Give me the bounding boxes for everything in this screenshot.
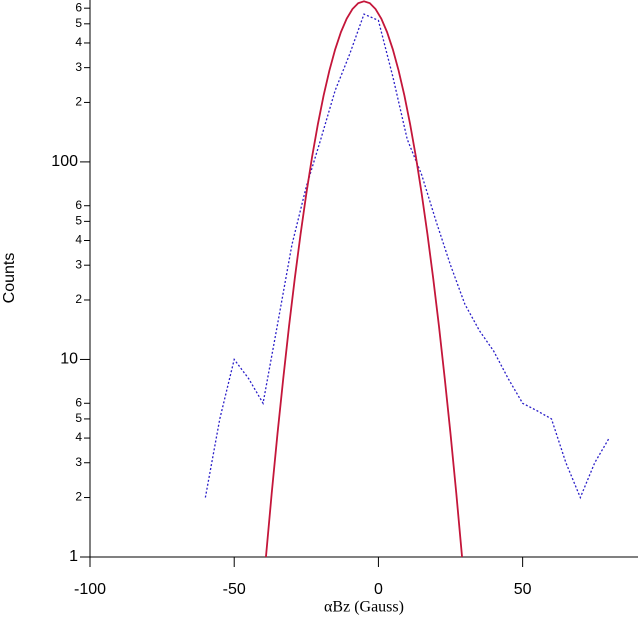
x-axis-label: αBz (Gauss) [324,599,404,616]
y-tick-label: 10 [60,351,78,368]
y-tick-label: 2 [75,95,82,109]
y-tick-label: 4 [75,233,82,247]
y-tick-label: 5 [75,411,82,425]
data-line [204,13,610,500]
data-line [265,0,463,558]
y-axis-label: Counts [1,253,18,304]
y-tick-label: 6 [75,395,82,409]
y-tick-label: 2 [75,292,82,306]
y-tick-label: 6 [75,0,82,14]
y-tick-label: 3 [75,455,82,469]
y-tick-label: 1 [69,548,78,565]
y-tick-label: 5 [75,16,82,30]
y-tick-label: 3 [75,257,82,271]
x-tick-label: 50 [514,581,532,598]
x-tick-label: -100 [74,581,106,598]
y-tick-label: 2 [75,490,82,504]
x-tick-label: -50 [223,581,246,598]
y-tick-label: 5 [75,214,82,228]
y-tick-label: 4 [75,35,82,49]
y-tick-label: 100 [51,153,78,170]
y-tick-label: 4 [75,430,82,444]
y-tick-label: 6 [75,198,82,212]
x-tick-label: 0 [374,581,383,598]
y-tick-label: 3 [75,60,82,74]
